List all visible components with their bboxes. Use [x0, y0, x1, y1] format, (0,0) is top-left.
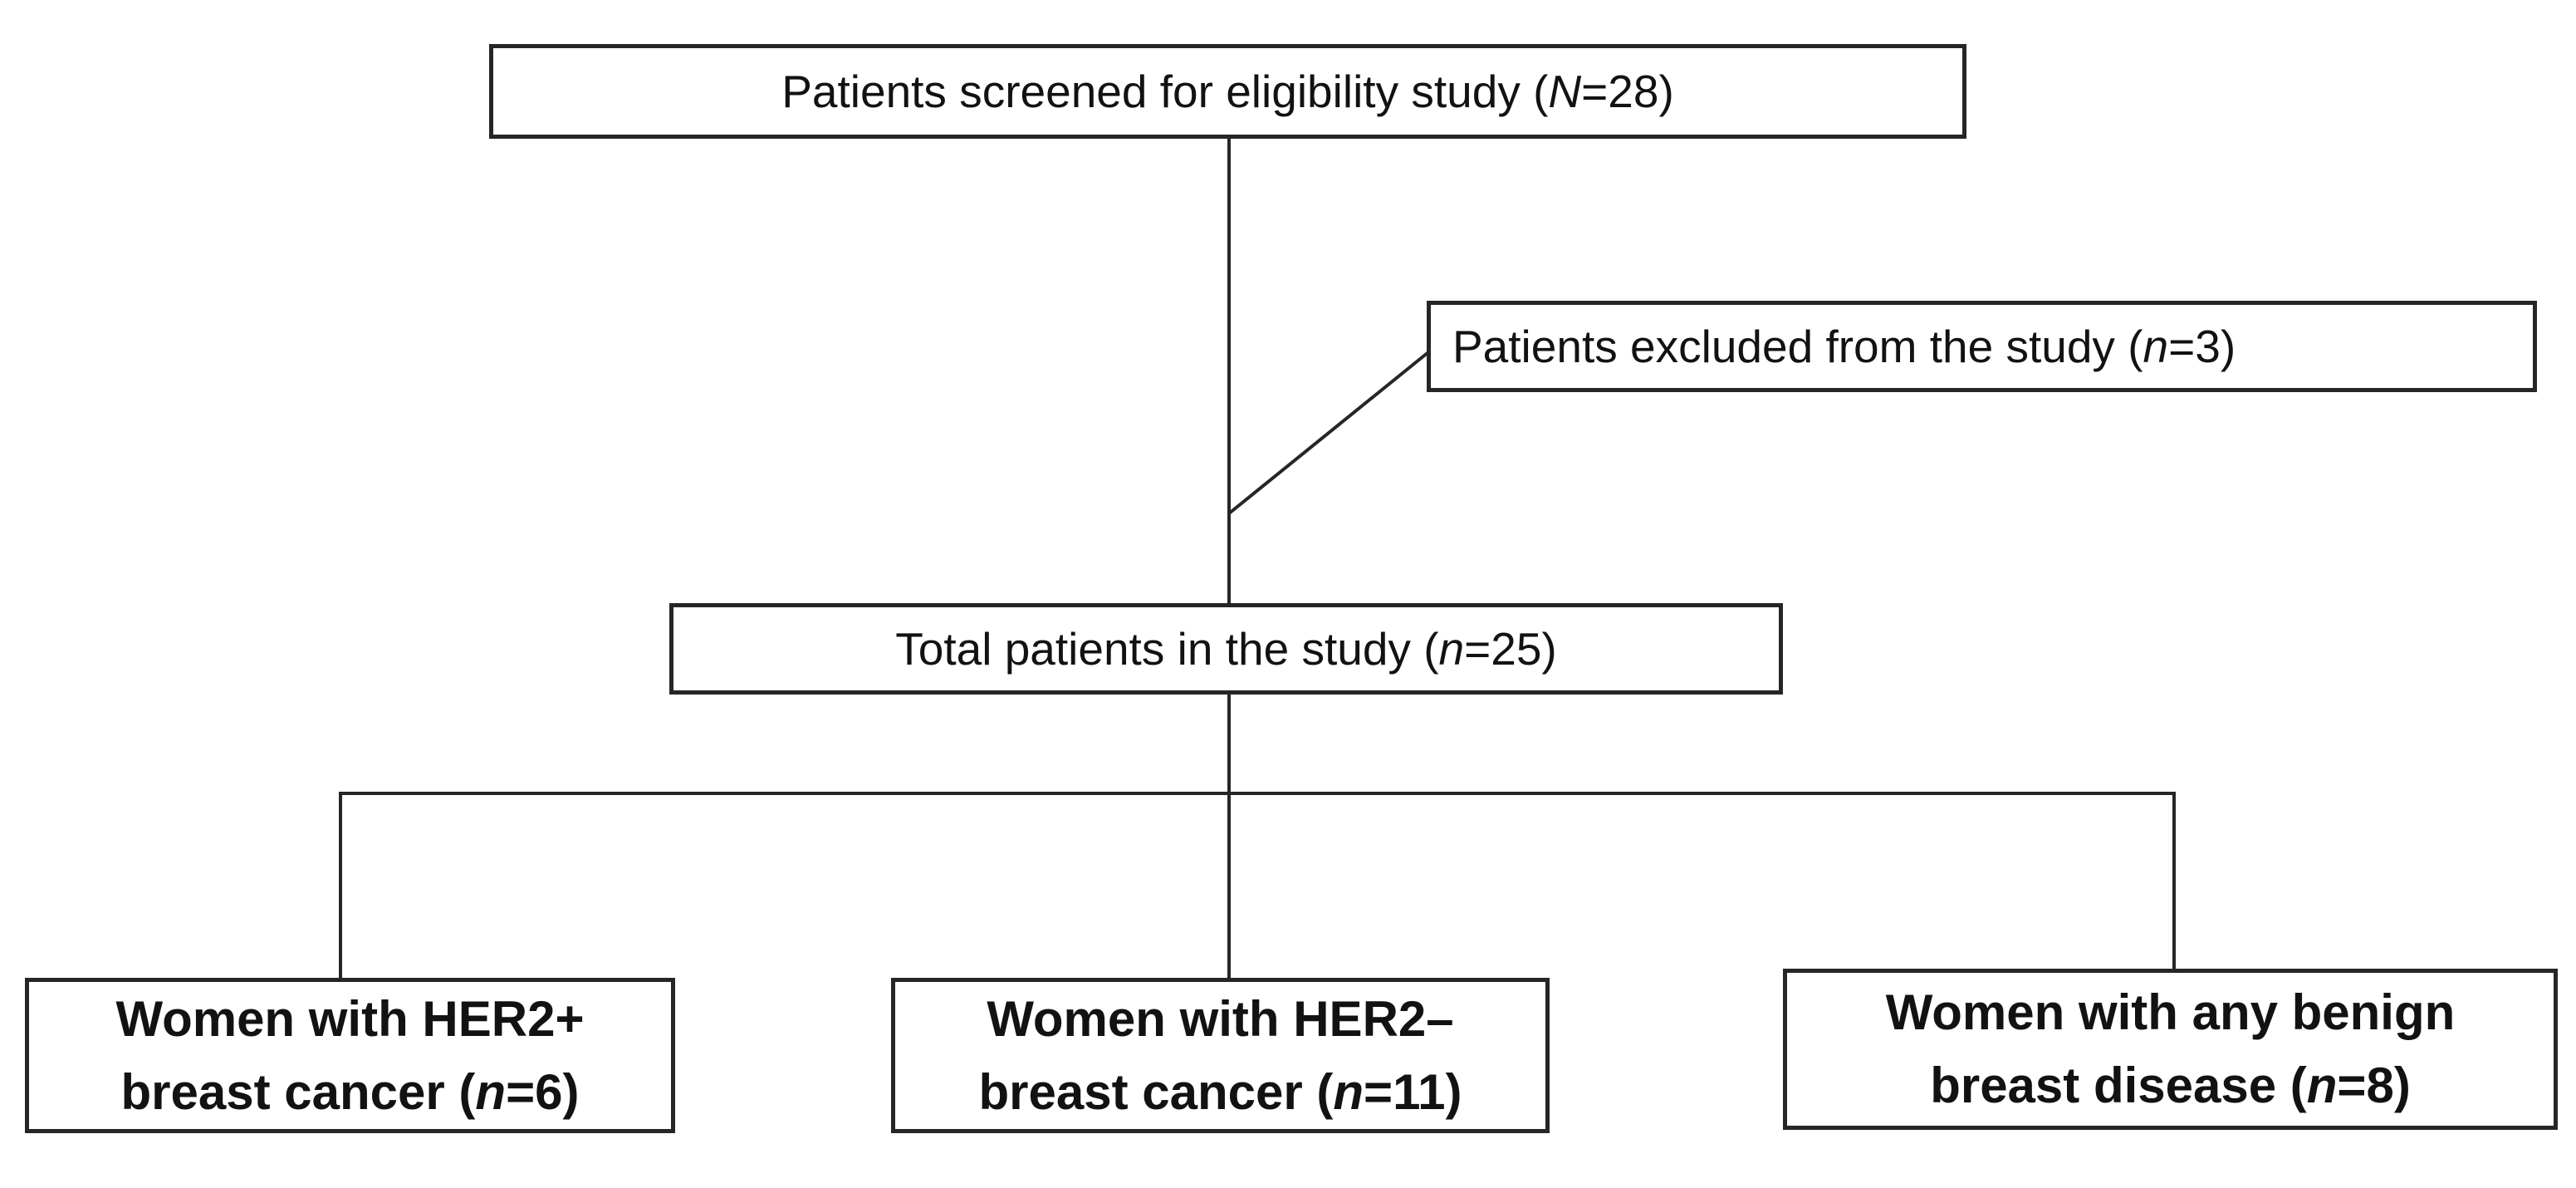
- node-excluded-count: =3): [2168, 320, 2236, 372]
- node-her2-negative-n-variable: n: [1333, 1063, 1364, 1120]
- node-benign: Women with any benign breast disease (n=…: [1783, 969, 2558, 1130]
- connector-total-to-branch: [1227, 695, 1231, 795]
- node-benign-line2: breast disease (n=8): [1930, 1049, 2411, 1122]
- node-total-n-variable: n: [1438, 622, 1465, 675]
- node-her2-negative-line2: breast cancer (n=11): [979, 1056, 1462, 1129]
- node-screened-text: Patients screened for eligibility study …: [781, 65, 1549, 117]
- node-total-label: Total patients in the study (n=25): [895, 621, 1556, 678]
- node-her2-positive-count: =6): [506, 1063, 580, 1120]
- connector-drop-her2-positive: [339, 792, 342, 979]
- node-her2-negative-text: breast cancer (: [978, 1063, 1334, 1120]
- node-her2-positive-text: breast cancer (: [120, 1063, 476, 1120]
- node-her2-positive: Women with HER2+ breast cancer (n=6): [25, 978, 675, 1133]
- node-excluded-text: Patients excluded from the study (: [1452, 320, 2143, 372]
- node-benign-line1: Women with any benign: [1885, 984, 2456, 1040]
- node-total-text: Total patients in the study (: [895, 622, 1439, 675]
- node-her2-positive-line2: breast cancer (n=6): [121, 1056, 580, 1129]
- node-excluded-n-variable: n: [2143, 320, 2169, 372]
- connector-drop-her2-negative: [1227, 792, 1231, 979]
- node-screened: Patients screened for eligibility study …: [489, 44, 1966, 139]
- node-benign-text: breast disease (: [1930, 1058, 2307, 1113]
- node-total: Total patients in the study (n=25): [669, 603, 1783, 695]
- node-screened-label: Patients screened for eligibility study …: [781, 63, 1674, 120]
- connector-branch-horizontal: [339, 792, 2176, 795]
- node-screened-count: =28): [1581, 65, 1674, 117]
- node-screened-n-variable: N: [1548, 65, 1582, 117]
- node-her2-positive-line1: Women with HER2+: [115, 990, 585, 1047]
- node-her2-negative-count: =11): [1364, 1063, 1462, 1120]
- node-excluded: Patients excluded from the study (n=3): [1427, 301, 2537, 392]
- connector-drop-benign: [2172, 792, 2176, 970]
- node-her2-negative: Women with HER2– breast cancer (n=11): [891, 978, 1550, 1133]
- node-excluded-label: Patients excluded from the study (n=3): [1452, 318, 2236, 376]
- node-her2-negative-line1: Women with HER2–: [987, 990, 1454, 1047]
- node-benign-n-variable: n: [2306, 1058, 2338, 1113]
- node-benign-count: =8): [2337, 1058, 2411, 1113]
- node-total-count: =25): [1464, 622, 1557, 675]
- connector-screened-to-total: [1227, 139, 1231, 603]
- node-her2-positive-n-variable: n: [475, 1063, 507, 1120]
